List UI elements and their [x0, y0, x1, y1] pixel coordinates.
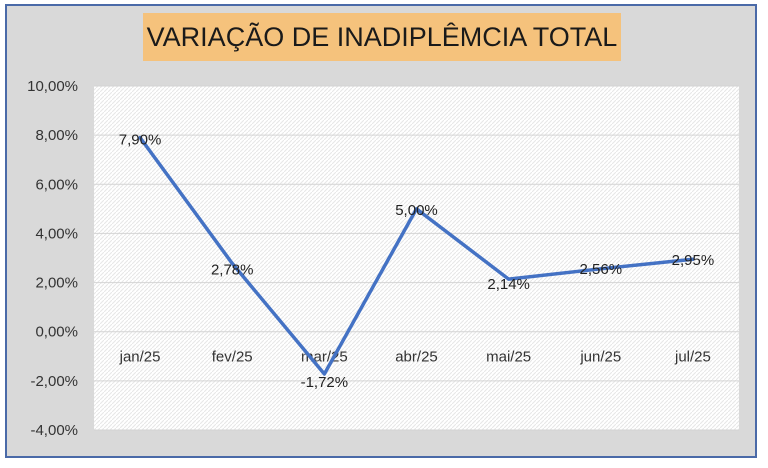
chart-title: VARIAÇÃO DE INADIPLÊMCIA TOTAL	[146, 21, 618, 52]
data-labels: 7,90% 2,78% -1,72% 5,00% 2,14% 2,56% 2,95%	[119, 132, 714, 391]
x-tick-label: mar/25	[301, 349, 348, 366]
y-tick-label: 4,00%	[35, 225, 78, 242]
y-tick-label: 2,00%	[35, 275, 78, 292]
y-tick-label: 10,00%	[27, 78, 78, 95]
x-tick-label: abr/25	[395, 349, 438, 366]
chart-title-box: VARIAÇÃO DE INADIPLÊMCIA TOTAL	[143, 13, 621, 61]
data-label: 2,78%	[211, 261, 254, 278]
y-tick-label: -2,00%	[30, 373, 78, 390]
plot-area	[94, 86, 739, 430]
x-tick-label: jul/25	[674, 349, 711, 366]
x-tick-label: fev/25	[212, 349, 253, 366]
data-label: -1,72%	[301, 374, 349, 391]
series-line	[138, 135, 695, 376]
data-label: 2,56%	[580, 261, 623, 278]
y-tick-label: 0,00%	[35, 324, 78, 341]
x-tick-label: mai/25	[486, 349, 531, 366]
data-label: 2,95%	[672, 252, 715, 269]
y-tick-label: 8,00%	[35, 127, 78, 144]
y-tick-label: 6,00%	[35, 176, 78, 193]
data-label: 7,90%	[119, 132, 162, 149]
y-tick-label: -4,00%	[30, 422, 78, 439]
y-axis: 10,00% 8,00% 6,00% 4,00% 2,00% 0,00% -2,00% -4,…	[27, 78, 78, 439]
data-label: 2,14%	[487, 276, 530, 293]
gridlines	[94, 85, 739, 431]
x-tick-label: jun/25	[579, 349, 621, 366]
x-tick-label: jan/25	[119, 349, 161, 366]
data-label: 5,00%	[395, 202, 438, 219]
